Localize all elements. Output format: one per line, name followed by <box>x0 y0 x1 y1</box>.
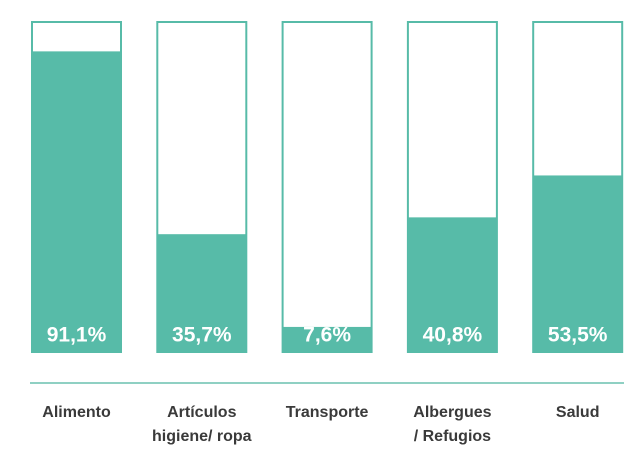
bar-frame <box>281 21 373 353</box>
x-tick-label: higiene/ ropa <box>152 428 252 445</box>
x-tick-label: / Refugios <box>414 428 491 445</box>
x-tick-label: Alimento <box>42 404 111 421</box>
x-tick-label: Artículos <box>167 404 236 421</box>
value-label: 53,5% <box>548 324 608 347</box>
bar <box>533 175 623 352</box>
bar <box>157 234 247 352</box>
bar <box>407 217 497 352</box>
value-label: 35,7% <box>172 324 232 347</box>
bar <box>32 51 121 353</box>
value-label: 40,8% <box>423 324 483 347</box>
x-tick-label: Salud <box>556 404 600 421</box>
x-tick-label: Transporte <box>286 404 369 421</box>
value-label: 91,1% <box>47 324 107 347</box>
bar <box>282 326 372 352</box>
value-label: 7,6% <box>303 324 351 347</box>
x-tick-label: Albergues <box>413 404 491 421</box>
